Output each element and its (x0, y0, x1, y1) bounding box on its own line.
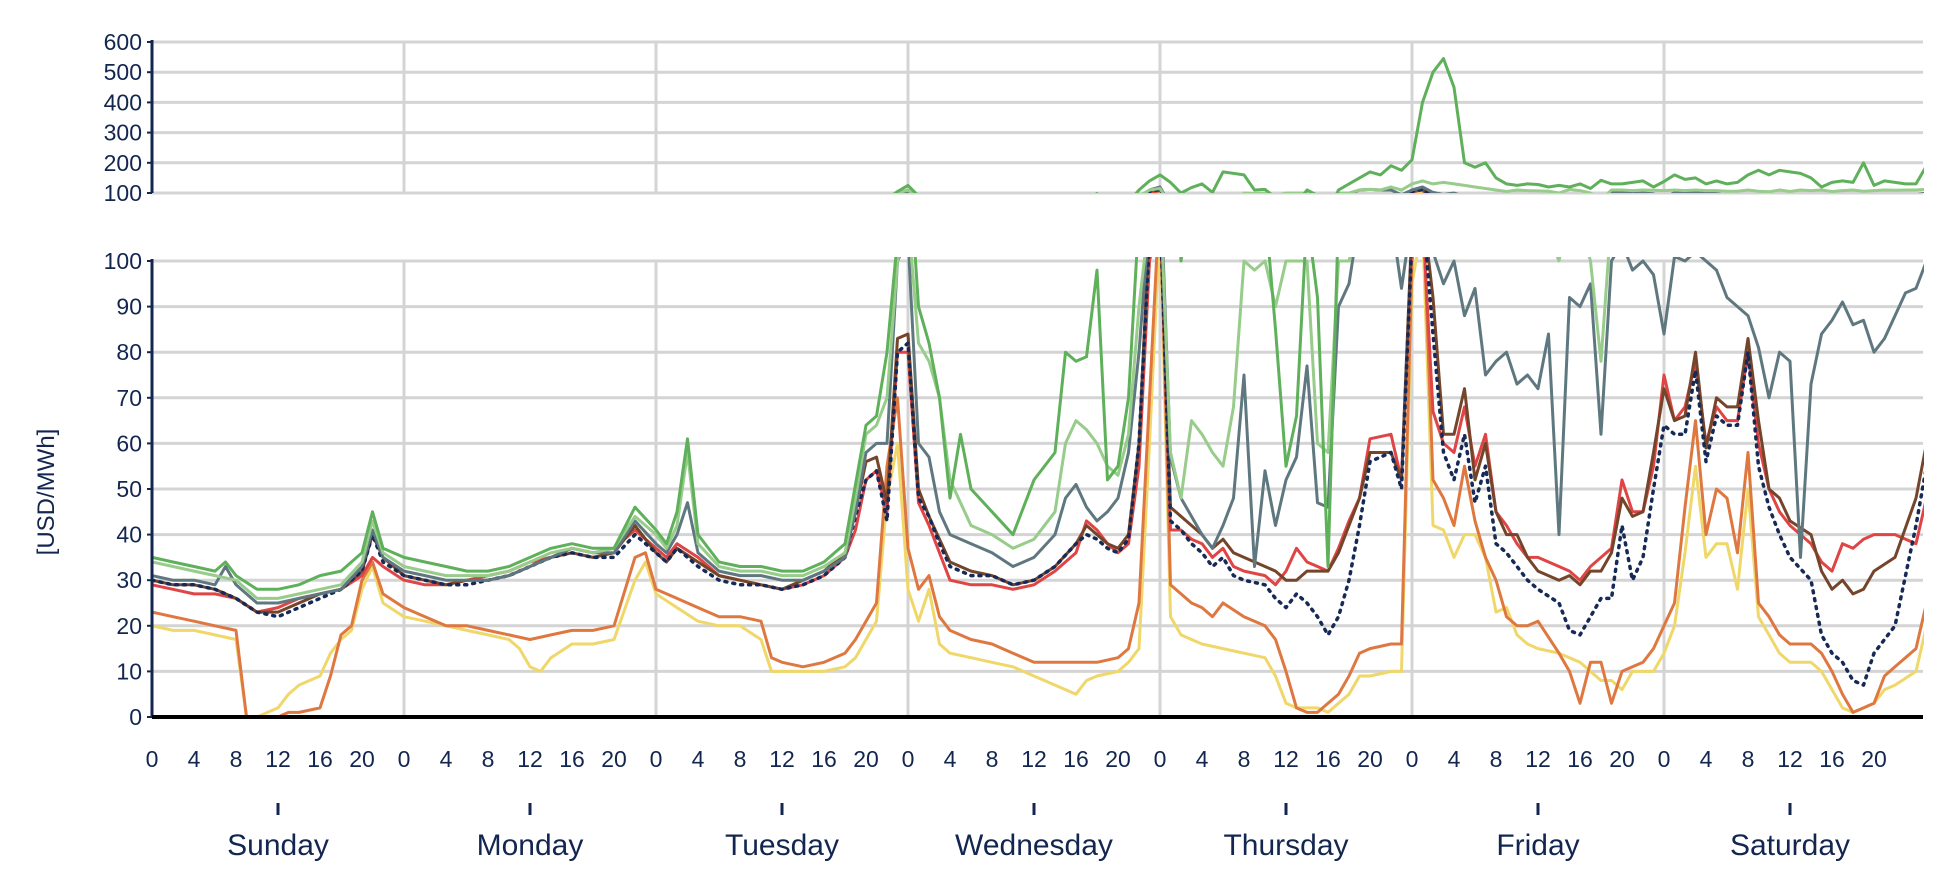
bottom-y-tick-label: 30 (116, 567, 142, 593)
day-label-sunday: Sunday (227, 829, 329, 862)
x-hour-tick-label: 4 (1700, 746, 1713, 772)
bottom-y-tick-label: 10 (116, 658, 142, 684)
series-line-bottom-red (152, 257, 1924, 614)
x-hour-tick-label: 0 (902, 746, 915, 772)
bottom-y-tick-label: 60 (116, 430, 142, 456)
x-hour-tick-label: 20 (853, 746, 879, 772)
x-hour-tick-label: 0 (398, 746, 411, 772)
bottom-y-tick-label: 70 (116, 385, 142, 411)
bottom-y-tick-label: 100 (104, 248, 142, 274)
top-y-tick-label: 100 (104, 180, 142, 206)
x-hour-tick-label: 12 (265, 746, 291, 772)
bottom-y-tick-label: 0 (129, 704, 142, 730)
x-hour-tick-label: 4 (188, 746, 201, 772)
x-hour-tick-label: 8 (230, 746, 243, 772)
x-hour-tick-label: 8 (482, 746, 495, 772)
day-label-friday: Friday (1496, 829, 1579, 862)
x-hour-tick-label: 12 (1525, 746, 1551, 772)
day-label-wednesday: Wednesday (955, 829, 1113, 862)
x-hour-tick-label: 12 (769, 746, 795, 772)
bottom-y-tick-label: 90 (116, 294, 142, 320)
day-label-monday: Monday (477, 829, 584, 862)
top-y-tick-label: 200 (104, 150, 142, 176)
x-hour-tick-label: 20 (1609, 746, 1635, 772)
bottom-y-tick-label: 50 (116, 476, 142, 502)
x-hour-tick-label: 20 (349, 746, 375, 772)
axis-layer: 1002003004005006000102030405060708090100… (104, 29, 1923, 862)
x-hour-tick-label: 12 (517, 746, 543, 772)
x-hour-tick-label: 0 (1406, 746, 1419, 772)
day-label-saturday: Saturday (1730, 829, 1850, 862)
x-hour-tick-label: 16 (1315, 746, 1341, 772)
series-line-bottom-brown (152, 257, 1924, 614)
series-line-top-green (892, 57, 1924, 193)
x-hour-tick-label: 16 (1567, 746, 1593, 772)
x-hour-tick-label: 4 (692, 746, 705, 772)
bottom-panel-series (152, 257, 1924, 717)
x-hour-tick-label: 4 (440, 746, 453, 772)
day-label-tuesday: Tuesday (725, 829, 839, 862)
x-hour-tick-label: 0 (650, 746, 663, 772)
x-hour-tick-label: 16 (559, 746, 585, 772)
series-line-bottom-yellow (152, 257, 1924, 717)
series-line-bottom-navy (152, 257, 1924, 687)
top-y-tick-label: 300 (104, 120, 142, 146)
x-hour-tick-label: 8 (1742, 746, 1755, 772)
x-hour-tick-label: 8 (1490, 746, 1503, 772)
y-axis-label: [USD/MWh] (33, 429, 60, 556)
x-hour-tick-label: 20 (1357, 746, 1383, 772)
x-hour-tick-label: 20 (601, 746, 627, 772)
series-line-bottom-lightgreen (152, 257, 1611, 600)
x-hour-tick-label: 0 (1658, 746, 1671, 772)
series-line-top-lightgreen (895, 179, 1924, 193)
x-hour-tick-label: 4 (944, 746, 957, 772)
x-hour-tick-label: 20 (1861, 746, 1887, 772)
top-panel-series (892, 57, 1924, 193)
x-hour-tick-label: 8 (986, 746, 999, 772)
day-label-thursday: Thursday (1223, 829, 1348, 862)
x-hour-tick-label: 4 (1448, 746, 1461, 772)
x-hour-tick-label: 12 (1273, 746, 1299, 772)
series-line-bottom-slate (152, 257, 1924, 605)
bottom-y-tick-label: 80 (116, 339, 142, 365)
top-y-tick-label: 600 (104, 29, 142, 55)
top-y-tick-label: 400 (104, 89, 142, 115)
series-line-top-yellow (1156, 188, 1426, 193)
x-hour-tick-label: 16 (1063, 746, 1089, 772)
bottom-y-tick-label: 20 (116, 613, 142, 639)
x-hour-tick-label: 12 (1777, 746, 1803, 772)
x-hour-tick-label: 16 (1819, 746, 1845, 772)
x-hour-tick-label: 16 (307, 746, 333, 772)
x-hour-tick-label: 16 (811, 746, 837, 772)
x-hour-tick-label: 20 (1105, 746, 1131, 772)
x-hour-tick-label: 8 (734, 746, 747, 772)
top-y-tick-label: 500 (104, 59, 142, 85)
x-hour-tick-label: 0 (1154, 746, 1167, 772)
x-hour-tick-label: 12 (1021, 746, 1047, 772)
x-hour-tick-label: 4 (1196, 746, 1209, 772)
series-line-bottom-green (152, 257, 1339, 591)
x-hour-tick-label: 8 (1238, 746, 1251, 772)
x-hour-tick-label: 0 (146, 746, 159, 772)
grid-layer (152, 40, 1923, 719)
series-line-bottom-orange (152, 257, 1924, 717)
bottom-y-tick-label: 40 (116, 522, 142, 548)
